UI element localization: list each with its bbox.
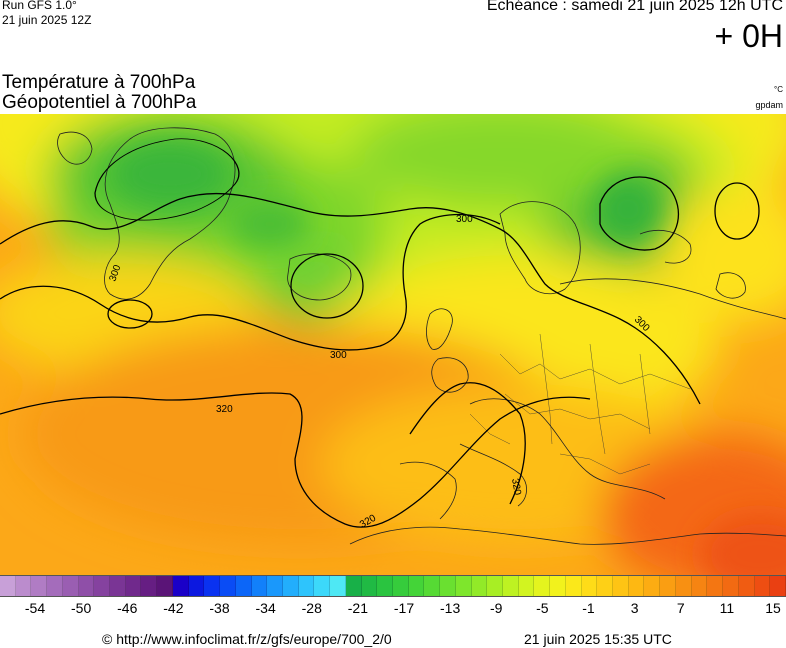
run-date: 21 juin 2025 12Z: [2, 13, 92, 27]
lead-time: + 0H: [714, 18, 783, 54]
colorbar-swatch: [282, 576, 299, 596]
temperature-field: [0, 114, 786, 575]
colorbar-swatch: [503, 576, 519, 596]
colorbar-swatch: [628, 576, 645, 596]
colorbar-swatch: [644, 576, 661, 596]
colorbar-label: -5: [536, 600, 549, 616]
title-temperature: Température à 700hPa: [2, 72, 196, 93]
forecast-valid-time: Echéance : samedi 21 juin 2025 12h UTC: [486, 0, 783, 14]
colorbar-label: -50: [71, 600, 92, 616]
title-geopotential: Géopotentiel à 700hPa: [2, 92, 197, 113]
colorbar-swatch: [330, 576, 346, 596]
colorbar-label: -28: [301, 600, 322, 616]
colorbar-swatch: [392, 576, 409, 596]
colorbar-swatch: [660, 576, 676, 596]
colorbar-swatch: [754, 576, 771, 596]
contour-label: 320: [509, 478, 523, 497]
colorbar-labels: -54 -50 -46 -42 -38 -34 -28 -21 -17 -13 -9 -5 -1 3 7 11…: [0, 600, 786, 618]
colorbar-swatch: [220, 576, 236, 596]
contour-label: 300: [456, 214, 473, 225]
colorbar-label: -38: [209, 600, 230, 616]
colorbar-swatch: [235, 576, 252, 596]
colorbar-label: 7: [676, 600, 685, 616]
colorbar-swatch: [707, 576, 724, 596]
colorbar-swatch: [314, 576, 331, 596]
colorbar-label: 11: [719, 600, 735, 616]
colorbar-swatch: [613, 576, 629, 596]
colorbar-swatch: [31, 576, 48, 596]
colorbar-swatch: [267, 576, 283, 596]
colorbar-label: -1: [582, 600, 595, 616]
colorbar-swatch: [518, 576, 535, 596]
colorbar-label: -54: [24, 600, 46, 616]
colorbar-swatch: [345, 576, 362, 596]
contour-label: 300: [330, 350, 347, 361]
colorbar-swatch: [15, 576, 32, 596]
colorbar-swatch: [0, 576, 16, 596]
colorbar-swatch: [455, 576, 472, 596]
colorbar-swatch: [141, 576, 158, 596]
colorbar-label: 15: [765, 600, 781, 616]
colorbar-swatch: [581, 576, 598, 596]
country-borders: [469, 333, 691, 475]
forecast-map[interactable]: 300 300 300 300 320 320 320: [0, 114, 786, 575]
colorbar-swatch: [534, 576, 551, 596]
colorbar-swatch: [47, 576, 63, 596]
colorbar-swatch: [188, 576, 205, 596]
colorbar-label: -17: [393, 600, 415, 616]
colorbar-swatch: [157, 576, 173, 596]
colorbar-swatch: [62, 576, 79, 596]
contour-label: 320: [216, 404, 233, 415]
run-label: Run GFS 1.0°: [2, 0, 77, 12]
colorbar-swatch: [377, 576, 393, 596]
copyright-link[interactable]: © http://www.infoclimat.fr/z/gfs/europe/…: [102, 631, 392, 647]
colorbar-swatch: [204, 576, 221, 596]
colorbar-swatch: [471, 576, 488, 596]
colorbar-label: -46: [117, 600, 138, 616]
colorbar-swatch: [675, 576, 692, 596]
colorbar-label: -13: [440, 600, 461, 616]
colorbar-swatch: [597, 576, 614, 596]
colorbar-swatch: [487, 576, 503, 596]
colorbar-swatch: [770, 576, 786, 596]
colorbar-swatch: [408, 576, 425, 596]
colorbar-swatch: [298, 576, 315, 596]
colorbar-swatch: [723, 576, 739, 596]
colorbar-swatch: [172, 576, 189, 596]
generated-date: 21 juin 2025 15:35 UTC: [524, 631, 672, 647]
colorbar-swatch: [440, 576, 456, 596]
colorbar-swatch: [424, 576, 441, 596]
colorbar: [0, 575, 786, 597]
colorbar-label: -21: [347, 600, 368, 616]
unit-geopotential: gpdam: [755, 100, 783, 110]
colorbar-swatch: [691, 576, 708, 596]
colorbar-label: -9: [490, 600, 503, 616]
colorbar-swatch: [125, 576, 142, 596]
colorbar-label: 3: [630, 600, 639, 616]
colorbar-swatch: [78, 576, 95, 596]
colorbar-label: -34: [255, 600, 276, 616]
colorbar-swatch: [550, 576, 566, 596]
colorbar-swatch: [565, 576, 582, 596]
colorbar-swatch: [738, 576, 755, 596]
colorbar-swatch: [94, 576, 111, 596]
colorbar-swatch: [251, 576, 268, 596]
colorbar-swatch: [361, 576, 378, 596]
colorbar-label: -42: [163, 600, 184, 616]
geopotential-contours: [0, 138, 760, 528]
unit-temperature: °C: [774, 85, 783, 94]
colorbar-swatch: [110, 576, 126, 596]
